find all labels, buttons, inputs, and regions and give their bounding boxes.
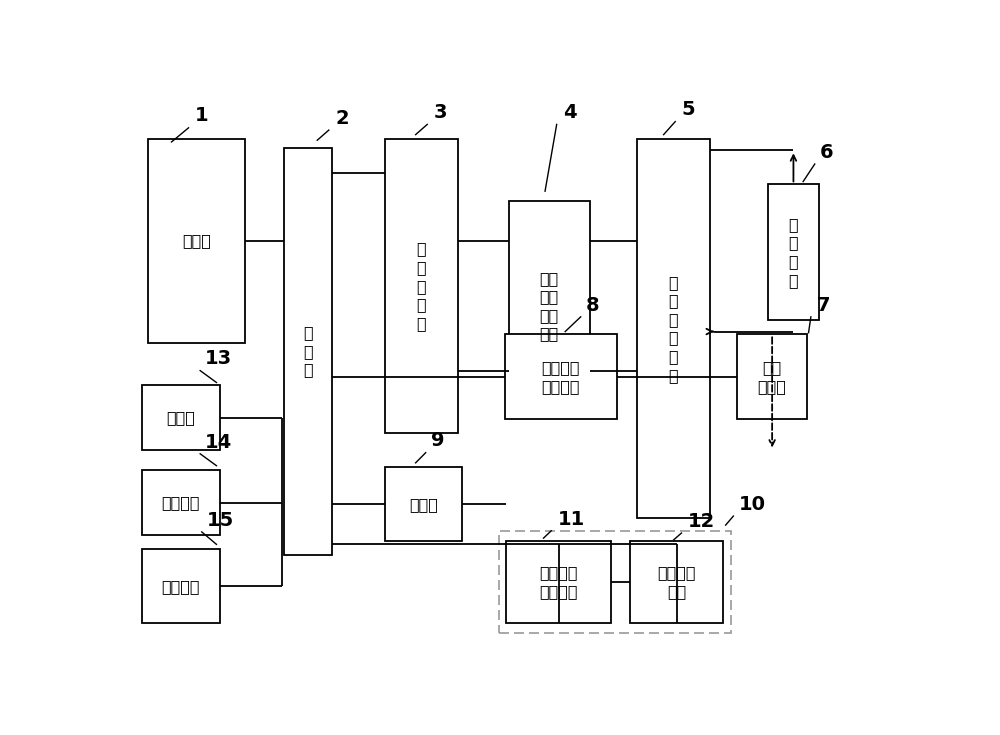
Bar <box>630 541 723 623</box>
Text: 颜色识别
模块: 颜色识别 模块 <box>658 565 696 599</box>
Text: 12: 12 <box>688 512 715 531</box>
Bar <box>506 541 611 623</box>
Bar <box>148 139 245 343</box>
Text: 颜色传感
器切换板: 颜色传感 器切换板 <box>542 360 580 394</box>
Text: 数
据
采
集
板: 数 据 采 集 板 <box>417 242 426 331</box>
Text: 功能键盘: 功能键盘 <box>162 495 200 510</box>
Bar <box>509 201 590 411</box>
Text: 9: 9 <box>431 431 445 451</box>
Text: 显示屏: 显示屏 <box>166 410 195 426</box>
Text: 上位机: 上位机 <box>182 234 211 248</box>
Text: 3: 3 <box>433 103 447 122</box>
Text: 颜色数据
采集模块: 颜色数据 采集模块 <box>539 565 578 599</box>
Text: 颜色
传感器: 颜色 传感器 <box>758 360 787 394</box>
Bar <box>142 550 220 623</box>
Text: 2: 2 <box>336 109 349 128</box>
Bar <box>142 385 220 451</box>
Text: 报警单元: 报警单元 <box>162 578 200 594</box>
Text: 13: 13 <box>205 349 232 368</box>
Bar <box>499 531 731 633</box>
Text: 7: 7 <box>817 295 831 315</box>
Bar <box>637 139 710 518</box>
Bar <box>385 139 458 434</box>
Text: 存储器: 存储器 <box>409 497 438 512</box>
Text: 11: 11 <box>557 509 585 528</box>
Text: 14: 14 <box>205 432 232 451</box>
Text: 1: 1 <box>195 106 208 125</box>
Text: 线
束
连
接
平
台: 线 束 连 接 平 台 <box>668 275 678 383</box>
Bar <box>737 334 807 419</box>
Text: 被
测
线
束: 被 测 线 束 <box>789 217 798 287</box>
Bar <box>505 334 617 419</box>
Text: 线束
导通
检测
电路: 线束 导通 检测 电路 <box>540 270 559 342</box>
Text: 8: 8 <box>586 295 600 315</box>
Bar <box>284 148 332 555</box>
Bar <box>768 184 819 320</box>
Text: 6: 6 <box>820 143 834 162</box>
Text: 5: 5 <box>681 100 695 119</box>
Bar <box>385 467 462 541</box>
Text: 10: 10 <box>739 495 766 514</box>
Text: 控
制
器: 控 制 器 <box>303 326 313 378</box>
Bar <box>142 470 220 535</box>
Text: 15: 15 <box>206 511 234 530</box>
Text: 4: 4 <box>563 103 576 122</box>
